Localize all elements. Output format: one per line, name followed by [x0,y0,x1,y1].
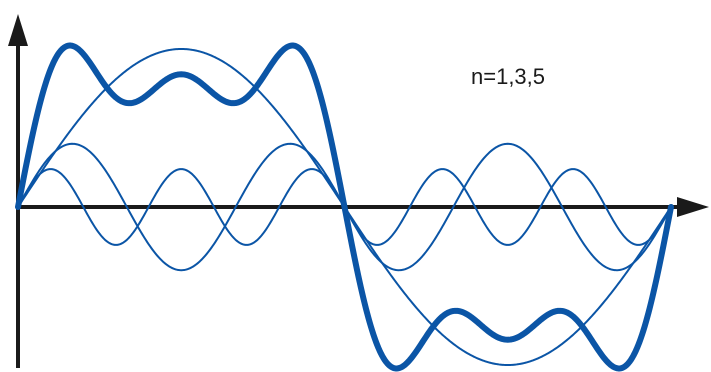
wave-curves [15,42,674,372]
fourier-sum-curve [15,42,674,372]
harmonics-label: n=1,3,5 [471,64,545,89]
y-axis-arrowhead [8,14,28,46]
axes [8,14,709,368]
x-axis-arrowhead [677,197,709,217]
